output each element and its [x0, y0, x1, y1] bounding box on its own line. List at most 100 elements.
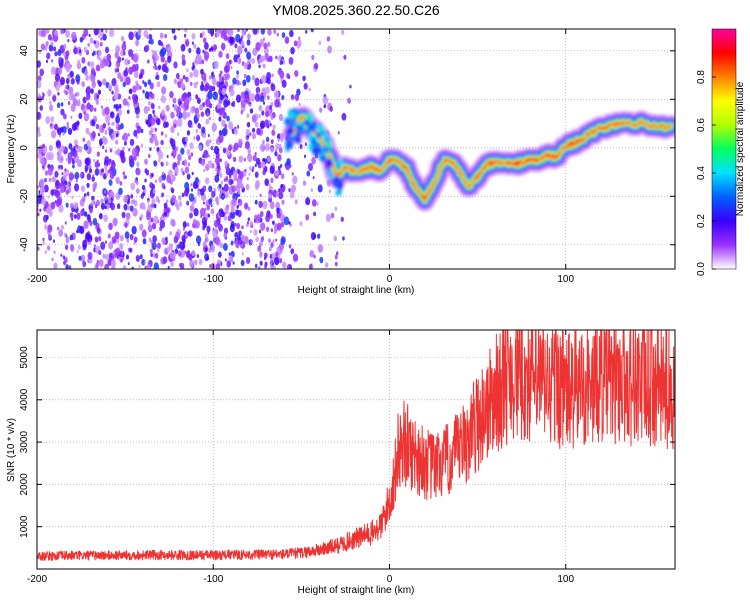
spectrogram-noise-blob [222, 242, 228, 251]
spectrogram-noise-blob [127, 262, 130, 266]
spectrogram-noise-blob [262, 200, 268, 210]
spectrogram-noise-blob [264, 178, 270, 186]
spectrogram-ridge-blob [285, 138, 291, 147]
spectrogram-noise-blob [214, 236, 220, 245]
spectrogram-noise-blob [87, 61, 91, 66]
spectrogram-noise-blob [124, 140, 127, 146]
spectrogram-noise-blob [80, 254, 86, 263]
spectrogram-noise-blob [204, 247, 208, 252]
spectrogram-noise-blob [49, 104, 54, 112]
spectrogram-noise-blob [150, 253, 153, 258]
spectrogram-noise-blob [98, 250, 102, 256]
spectrogram-noise-blob [258, 266, 261, 269]
spectrogram-noise-blob [142, 89, 145, 94]
spectrogram-noise-blob [90, 67, 96, 75]
spectrogram-noise-blob [204, 177, 210, 185]
spectrogram-noise-blob [108, 83, 113, 91]
spectrogram-noise-blob [223, 178, 226, 182]
spectrogram-noise-blob [162, 256, 168, 264]
spectrogram-noise-blob [98, 259, 104, 267]
spectrogram-noise-blob [60, 29, 64, 35]
spectrogram-noise-blob [272, 220, 275, 225]
spectrogram-noise-blob [214, 219, 219, 228]
spectrogram-noise-blob [58, 164, 61, 169]
spectrogram-noise-blob [76, 120, 80, 126]
spectrogram-noise-blob [100, 241, 106, 250]
spectrogram-noise-blob [273, 29, 277, 34]
snr-x-axis-label: Height of straight line (km) [298, 585, 415, 596]
spectrogram-noise-blob [296, 42, 301, 49]
spectrogram-noise-blob [134, 70, 139, 79]
spectrogram-noise-blob [149, 147, 152, 152]
spectrogram-noise-blob [93, 40, 96, 45]
spectrogram-noise-blob [64, 168, 67, 172]
spectrogram-noise-blob [166, 154, 169, 159]
spectrogram-noise-blob [70, 103, 76, 112]
spectrogram-noise-blob [119, 181, 123, 186]
spectrogram-noise-blob [246, 113, 250, 119]
spectrogram-noise-blob [139, 254, 143, 260]
spectrogram-noise-blob [191, 65, 195, 71]
spectrogram-noise-blob [222, 107, 226, 113]
spectrogram-noise-blob [118, 103, 122, 109]
spectrogram-noise-blob [104, 263, 109, 269]
spectrogram-noise-blob [122, 132, 129, 142]
spectrogram-noise-blob [124, 58, 129, 66]
spectrogram-noise-blob [158, 158, 161, 163]
spectrogram-noise-blob [109, 148, 113, 153]
spectrogram-noise-blob [173, 236, 179, 244]
spectrogram-noise-blob [198, 144, 203, 151]
spectrogram-noise-blob [268, 119, 271, 124]
spectrogram-noise-blob [218, 134, 224, 143]
spectrogram-noise-blob [82, 239, 88, 248]
spectrogram-noise-blob [254, 263, 258, 269]
spectrogram-noise-blob [104, 190, 107, 194]
spectrogram-noise-blob [214, 174, 220, 183]
spectrogram-noise-blob [73, 202, 78, 210]
spectrogram-noise-blob [170, 261, 174, 267]
spectrogram-noise-blob [104, 156, 110, 165]
spectrogram-noise-blob [176, 205, 180, 211]
spectrogram-noise-blob [104, 106, 110, 116]
spectrogram-noise-blob [50, 201, 56, 210]
spectrogram-noise-blob [81, 81, 85, 88]
spectrogram-noise-blob [145, 120, 148, 125]
spectrogram-noise-blob [185, 40, 190, 47]
spectrogram-noise-blob [41, 194, 44, 198]
spectrogram-noise-blob [161, 182, 166, 189]
spectrogram-noise-blob [252, 166, 255, 170]
spectrogram-noise-blob [62, 51, 67, 57]
spectrogram-noise-blob [299, 221, 303, 227]
spectrogram-noise-blob [200, 111, 205, 118]
spectrogram-noise-blob [193, 43, 197, 49]
spectrogram-noise-blob [165, 161, 169, 167]
spectrogram-noise-blob [251, 132, 256, 140]
spectrogram-noise-blob [122, 171, 126, 176]
spectrogram-noise-blob [166, 199, 169, 204]
spectrogram-noise-blob [94, 118, 97, 123]
spectrogram-noise-blob [71, 195, 74, 200]
spectrogram-noise-blob [305, 197, 311, 206]
spectrogram-noise-blob [147, 200, 150, 204]
spectrogram-noise-blob [44, 250, 47, 254]
spectrogram-noise-blob [313, 211, 317, 217]
spectrogram-noise-blob [62, 255, 66, 260]
spectrogram-noise-blob [279, 60, 283, 65]
spectrogram-noise-blob [192, 218, 197, 225]
spectrogram-noise-blob [135, 39, 140, 47]
spectrogram-frame [36, 28, 676, 270]
spectrogram-noise-blob [218, 223, 223, 232]
spectrogram-noise-blob [210, 146, 214, 151]
spectrogram-noise-blob [224, 160, 228, 167]
spectrogram-noise-blob [56, 127, 62, 136]
spectrogram-ridge-blob [334, 190, 342, 196]
spectrogram-noise-blob [164, 33, 167, 39]
spectrogram-noise-blob [193, 68, 199, 78]
spectrogram-noise-blob [68, 172, 74, 181]
spectrogram-noise-blob [128, 31, 134, 41]
spectrogram-noise-blob [310, 188, 313, 192]
spectrogram-noise-blob [180, 262, 185, 269]
spectrogram-noise-blob [220, 42, 226, 51]
spectrogram-noise-blob [326, 36, 331, 42]
spectrogram-noise-blob [228, 29, 234, 37]
